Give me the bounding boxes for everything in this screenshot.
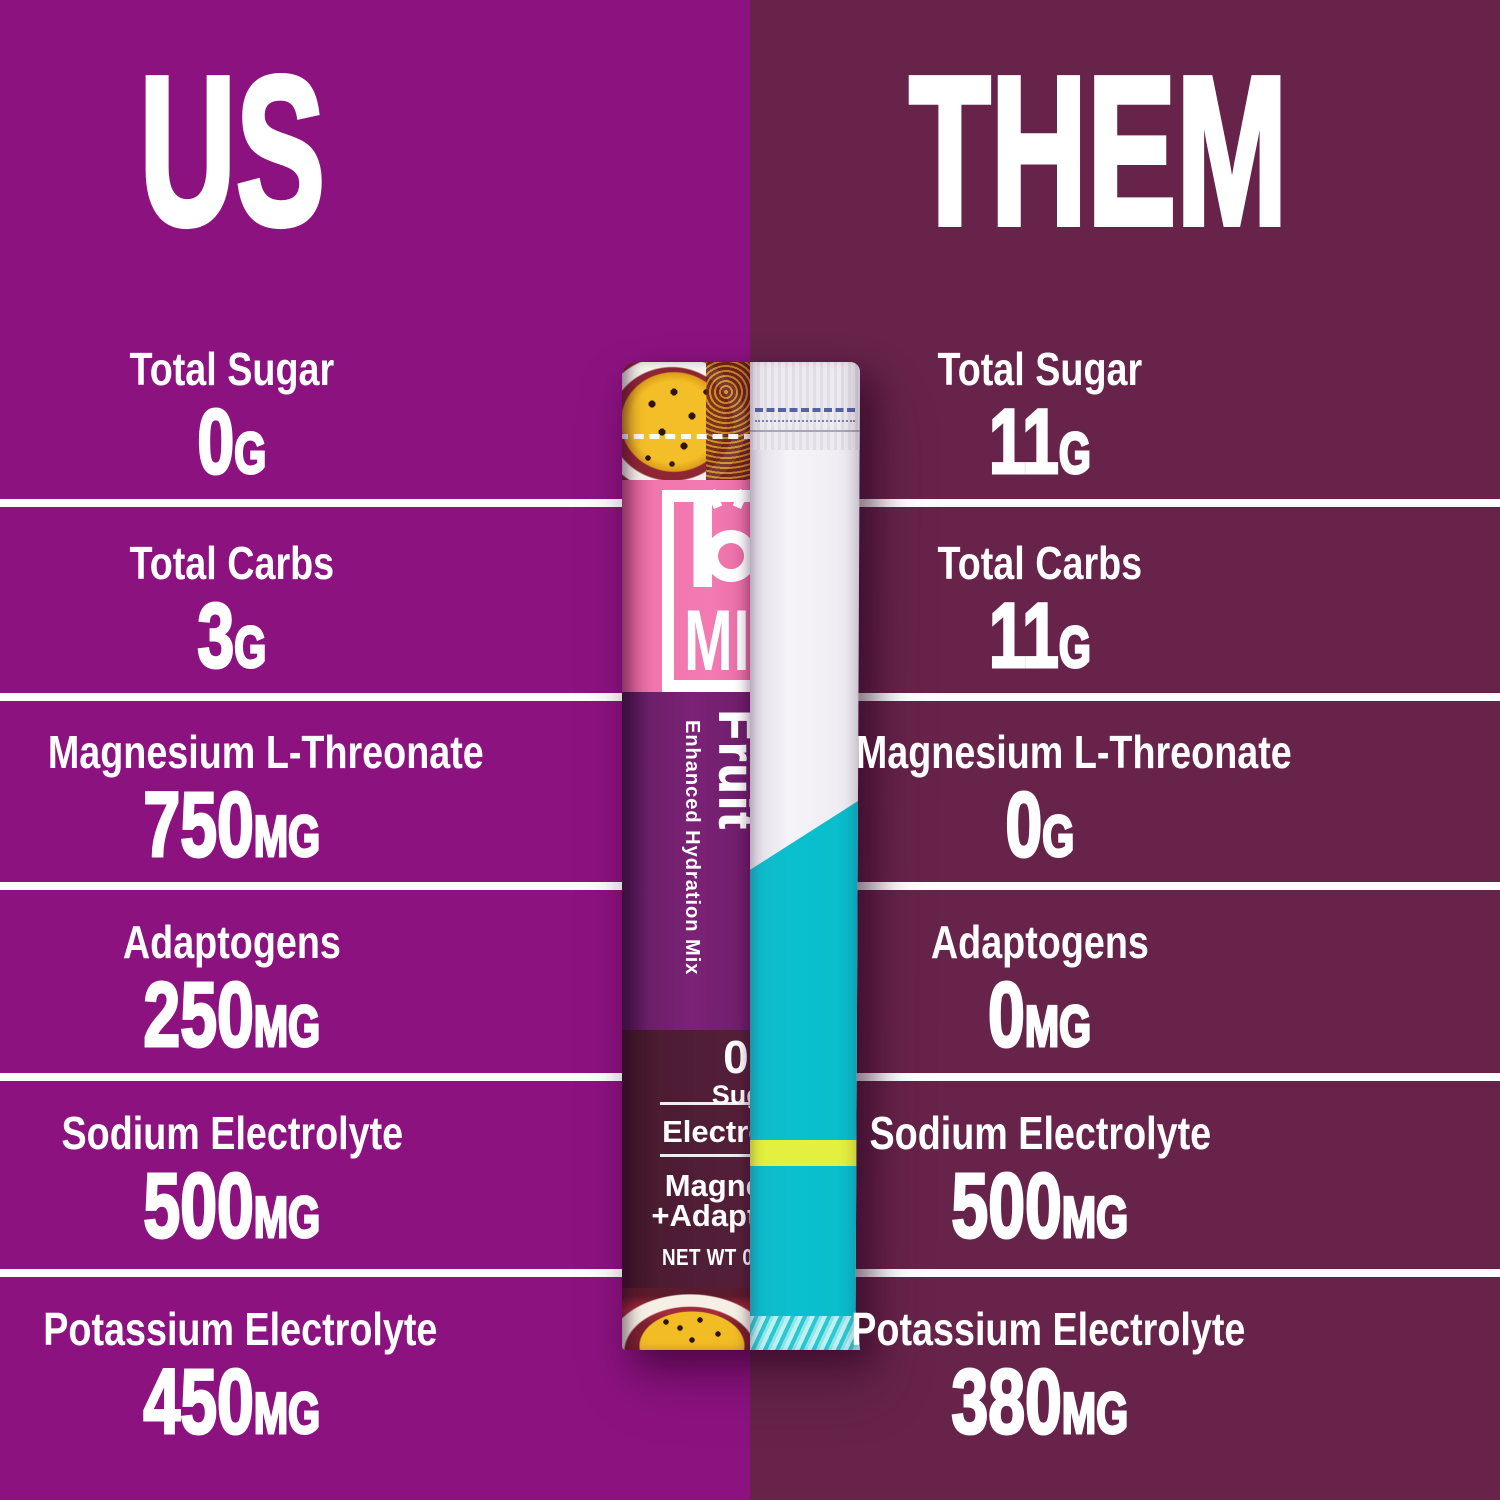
them-row-potassium: Potassium Electrolyte 380MG xyxy=(808,1269,1272,1453)
packet-flavor-section: Fruit Enhanced Hydration Mix xyxy=(622,692,750,1030)
packet-back-top-crimp xyxy=(750,362,860,450)
row-label: Magnesium L-Threonate xyxy=(855,726,1292,778)
row-label: Sodium Electrolyte xyxy=(869,1107,1211,1159)
row-value: 11G xyxy=(988,391,1092,493)
row-value: 500MG xyxy=(951,1155,1130,1257)
row-label: Adaptogens xyxy=(123,916,341,968)
claims-divider xyxy=(660,1154,750,1157)
row-label: Potassium Electrolyte xyxy=(43,1303,438,1355)
product-packet: I MIX Fruit Enhanced Hydration Mix 0g Su… xyxy=(622,362,860,1350)
row-label: Adaptogens xyxy=(931,916,1149,968)
passion-fruit-image-top xyxy=(622,362,750,480)
them-title-text: THEM xyxy=(907,32,1289,269)
claim-magnesium: Magnesium xyxy=(664,1168,750,1203)
row-label: Magnesium L-Threonate xyxy=(47,726,484,778)
packet-tagline-vertical: Enhanced Hydration Mix xyxy=(681,720,703,976)
us-row-sodium: Sodium Electrolyte 500MG xyxy=(0,1073,464,1257)
them-row-total-carbs: Total Carbs 11G xyxy=(808,503,1272,687)
row-label: Potassium Electrolyte xyxy=(851,1303,1246,1355)
logo-q-sun-icon xyxy=(705,530,750,582)
packet-front: I MIX Fruit Enhanced Hydration Mix 0g Su… xyxy=(622,362,750,1350)
claim-electrolytes: Electrolytes xyxy=(662,1114,750,1149)
us-row-adaptogens: Adaptogens 250MG xyxy=(0,882,464,1066)
us-row-potassium: Potassium Electrolyte 450MG xyxy=(0,1269,464,1453)
row-label: Total Carbs xyxy=(937,537,1143,589)
them-background-panel xyxy=(750,0,1500,1500)
us-title-text: US xyxy=(137,32,326,269)
packet-pink-section: I MIX xyxy=(622,480,750,692)
row-value: 0G xyxy=(197,391,268,493)
crimp-crease-line xyxy=(750,430,860,432)
them-row-sodium: Sodium Electrolyte 500MG xyxy=(808,1073,1272,1257)
row-label: Total Carbs xyxy=(129,537,335,589)
row-value: 500MG xyxy=(143,1155,322,1257)
passion-fruit-image-bottom xyxy=(622,1288,750,1350)
row-value: 250MG xyxy=(143,964,322,1066)
claim-sugar-value: 0g xyxy=(723,1031,750,1083)
row-label: Total Sugar xyxy=(129,343,335,395)
net-weight-text: NET WT 0.2 xyxy=(662,1244,750,1270)
us-row-total-carbs: Total Carbs 3G xyxy=(0,503,464,687)
packet-back-yellow-stripe xyxy=(750,1140,860,1166)
packet-claims-section: 0g Sugar Electrolytes Magnesium +Adaptog… xyxy=(622,1030,750,1288)
crimp-stitch-dots xyxy=(755,420,855,422)
logo-q-ray-icon xyxy=(732,488,749,510)
row-value: 0G xyxy=(1005,774,1076,876)
row-value: 750MG xyxy=(143,774,322,876)
row-value: 450MG xyxy=(143,1351,322,1453)
row-value: 380MG xyxy=(951,1351,1130,1453)
flavor-name-vertical: Fruit xyxy=(708,709,750,832)
row-value: 11G xyxy=(988,585,1092,687)
packet-back xyxy=(750,362,860,1350)
row-value: 3G xyxy=(197,585,268,687)
crimp-stitch-dashes xyxy=(755,408,855,412)
claims-divider xyxy=(660,1102,750,1105)
row-label: Total Sugar xyxy=(937,343,1143,395)
row-value: 0MG xyxy=(987,964,1092,1066)
row-label: Sodium Electrolyte xyxy=(61,1107,403,1159)
logo-word-mix: MIX xyxy=(684,593,750,689)
them-row-adaptogens: Adaptogens 0MG xyxy=(808,882,1272,1066)
us-row-magnesium: Magnesium L-Threonate 750MG xyxy=(0,692,484,876)
packet-back-bottom-crimp xyxy=(750,1316,860,1350)
us-title: US xyxy=(0,32,464,269)
them-title: THEM xyxy=(798,42,1289,260)
tear-here-dashed-line xyxy=(622,434,750,439)
claim-adaptogens: +Adaptogens xyxy=(651,1198,750,1233)
us-row-total-sugar: Total Sugar 0G xyxy=(0,309,464,493)
them-row-magnesium: Magnesium L-Threonate 0G xyxy=(808,692,1292,876)
packet-back-teal-area xyxy=(750,799,860,1350)
iqmix-logo-frame: I MIX xyxy=(662,480,750,692)
fruit-rind-texture xyxy=(706,362,750,480)
them-row-total-sugar: Total Sugar 11G xyxy=(808,309,1272,493)
